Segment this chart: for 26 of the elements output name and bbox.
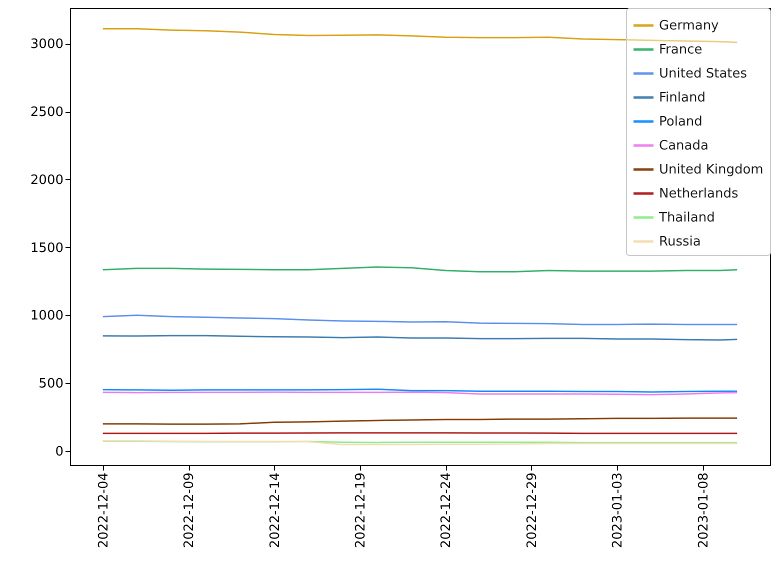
y-tick-label: 1500 bbox=[30, 240, 64, 256]
x-tick-label: 2023-01-03 bbox=[610, 472, 626, 548]
x-tick-label: 2022-12-19 bbox=[354, 472, 368, 548]
y-tick-label: 500 bbox=[38, 376, 64, 392]
x-tick-label: 2022-12-14 bbox=[268, 472, 283, 548]
x-tick-label: 2022-12-29 bbox=[524, 472, 540, 548]
legend-label: Finland bbox=[659, 90, 706, 106]
legend-label: France bbox=[659, 42, 702, 58]
legend-label: United States bbox=[659, 66, 748, 82]
x-tick-label: 2022-12-09 bbox=[182, 472, 198, 548]
y-tick-label: 3000 bbox=[30, 37, 64, 52]
y-tick-label: 2000 bbox=[30, 172, 64, 188]
legend-label: Canada bbox=[659, 138, 708, 154]
y-tick-label: 1000 bbox=[30, 308, 64, 324]
legend-label: Russia bbox=[659, 234, 701, 250]
legend-label: Germany bbox=[659, 18, 720, 34]
legend-label: Poland bbox=[659, 114, 702, 130]
x-tick-label: 2023-01-08 bbox=[696, 472, 712, 548]
line-series bbox=[102, 314, 738, 326]
y-tick-label: 0 bbox=[55, 444, 64, 460]
legend-label: Netherlands bbox=[659, 186, 738, 202]
legend-label: Thailand bbox=[658, 210, 715, 226]
x-tick-label: 2022-12-24 bbox=[439, 472, 454, 548]
x-tick-label: 2022-12-04 bbox=[96, 472, 112, 548]
y-tick-label: 2500 bbox=[30, 105, 64, 120]
legend-label: United Kingdom bbox=[659, 162, 764, 178]
